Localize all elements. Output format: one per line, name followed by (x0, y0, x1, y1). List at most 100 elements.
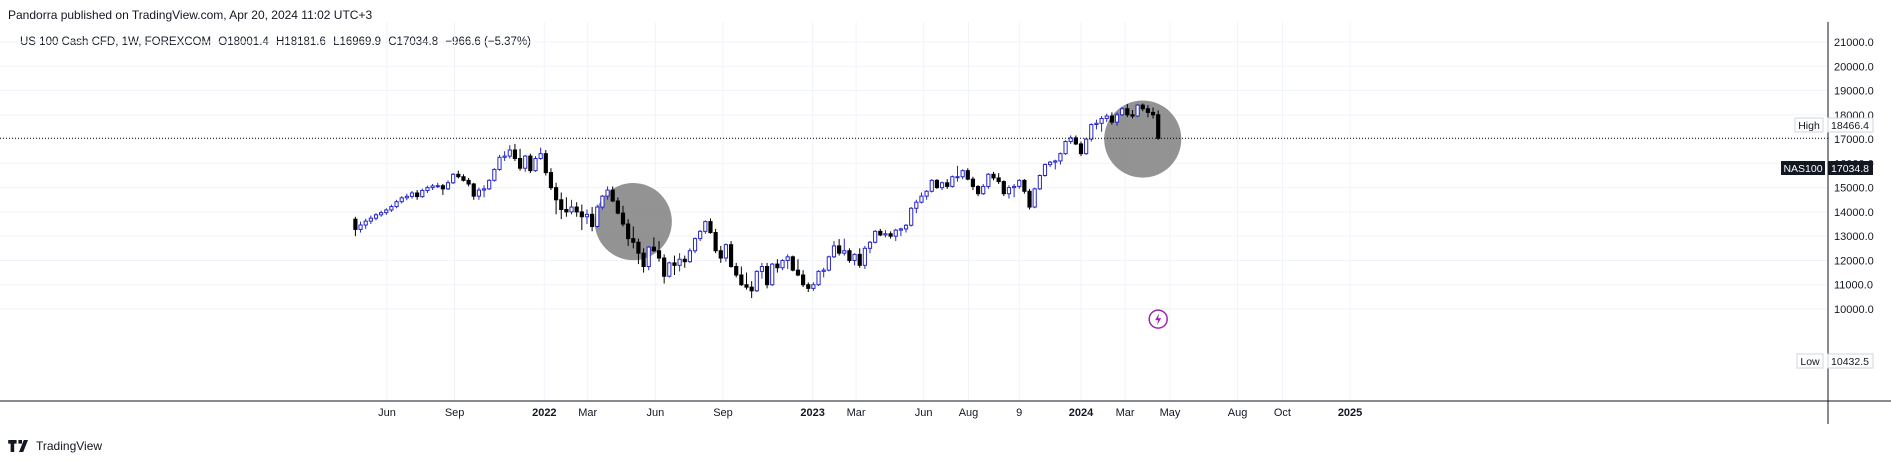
candle[interactable] (1156, 110, 1161, 140)
candle[interactable] (749, 281, 754, 299)
candle[interactable] (1084, 137, 1089, 155)
candle[interactable] (734, 262, 739, 278)
candle[interactable] (559, 192, 564, 220)
candle[interactable] (415, 190, 420, 200)
candle[interactable] (826, 255, 831, 272)
candle[interactable] (795, 259, 801, 277)
candle[interactable] (471, 182, 476, 200)
candle[interactable] (487, 179, 492, 191)
candle[interactable] (451, 173, 456, 184)
candle[interactable] (1001, 180, 1006, 197)
candle[interactable] (1048, 160, 1053, 168)
candle[interactable] (831, 241, 837, 259)
candle[interactable] (816, 270, 821, 286)
candle[interactable] (806, 282, 811, 293)
candle[interactable] (955, 165, 960, 182)
candle[interactable] (466, 177, 471, 187)
candle[interactable] (903, 224, 909, 233)
candle[interactable] (384, 208, 389, 215)
candle[interactable] (1027, 188, 1032, 210)
candle[interactable] (425, 185, 430, 193)
candle[interactable] (445, 180, 451, 191)
candle[interactable] (801, 270, 806, 288)
candle[interactable] (1053, 159, 1058, 170)
candle[interactable] (713, 228, 718, 254)
candle[interactable] (1089, 123, 1094, 142)
candle[interactable] (682, 255, 687, 268)
candle[interactable] (507, 145, 512, 159)
candle[interactable] (1099, 116, 1104, 132)
candle[interactable] (1006, 185, 1012, 199)
highlight-circle[interactable] (594, 183, 672, 261)
candle[interactable] (662, 254, 667, 284)
candle[interactable] (1120, 107, 1125, 117)
candle[interactable] (770, 262, 775, 286)
candle[interactable] (723, 243, 729, 262)
candle[interactable] (517, 148, 523, 171)
candle[interactable] (878, 228, 883, 237)
candle[interactable] (404, 193, 409, 201)
candle[interactable] (389, 204, 394, 212)
candle[interactable] (461, 174, 466, 182)
candle[interactable] (523, 154, 528, 172)
candle[interactable] (1032, 187, 1037, 209)
candle[interactable] (538, 147, 543, 160)
candle[interactable] (764, 262, 770, 289)
candle[interactable] (909, 207, 914, 227)
candle[interactable] (440, 183, 445, 195)
candle[interactable] (867, 241, 873, 254)
candle[interactable] (986, 173, 991, 189)
candle[interactable] (950, 175, 955, 188)
candle[interactable] (862, 245, 867, 269)
candle[interactable] (934, 179, 940, 189)
candle[interactable] (744, 272, 749, 290)
candle[interactable] (595, 204, 600, 228)
candle[interactable] (646, 245, 651, 271)
candle[interactable] (502, 151, 507, 161)
candle[interactable] (497, 154, 502, 171)
candle[interactable] (615, 197, 620, 215)
candle[interactable] (914, 199, 919, 214)
candle[interactable] (775, 259, 780, 273)
candle[interactable] (543, 150, 548, 176)
candle[interactable] (564, 197, 569, 217)
candle[interactable] (842, 238, 847, 256)
candle[interactable] (1104, 113, 1109, 123)
candle[interactable] (1094, 119, 1099, 130)
candle[interactable] (1150, 107, 1156, 119)
candle[interactable] (960, 169, 965, 180)
candle[interactable] (430, 183, 435, 191)
candle[interactable] (821, 267, 826, 278)
candle[interactable] (970, 176, 976, 191)
candle[interactable] (533, 156, 538, 172)
candle[interactable] (811, 282, 816, 291)
candle[interactable] (739, 266, 744, 286)
candle[interactable] (636, 238, 641, 265)
candle[interactable] (600, 194, 605, 210)
candle[interactable] (409, 191, 415, 199)
candle[interactable] (399, 196, 404, 204)
candle[interactable] (435, 182, 440, 189)
candle[interactable] (703, 220, 708, 234)
candle[interactable] (759, 262, 765, 279)
candle[interactable] (692, 237, 698, 254)
candle[interactable] (420, 188, 425, 198)
candle[interactable] (569, 199, 574, 215)
candle[interactable] (1058, 152, 1063, 165)
candle[interactable] (883, 230, 888, 238)
candle[interactable] (528, 153, 533, 174)
candle[interactable] (512, 143, 518, 161)
candle[interactable] (373, 213, 379, 221)
candle[interactable] (353, 216, 358, 237)
candle[interactable] (456, 170, 461, 179)
candle[interactable] (785, 254, 790, 269)
candle[interactable] (929, 179, 934, 193)
candle[interactable] (837, 239, 842, 256)
candle[interactable] (656, 241, 662, 262)
candle[interactable] (893, 228, 898, 242)
candle[interactable] (610, 186, 615, 203)
candle[interactable] (965, 168, 970, 181)
candle[interactable] (698, 230, 703, 242)
candle[interactable] (548, 168, 554, 191)
